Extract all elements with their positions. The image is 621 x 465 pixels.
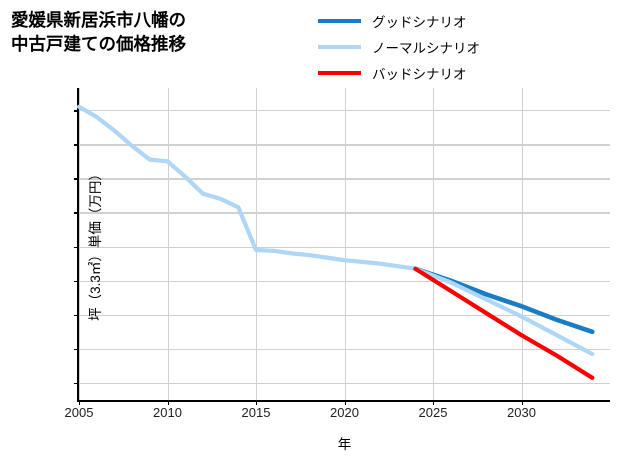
x-tick-mark xyxy=(167,400,169,405)
legend-label-bad: バッドシナリオ xyxy=(372,67,467,82)
x-tick-mark xyxy=(79,400,81,405)
x-tick-label: 2030 xyxy=(507,405,536,420)
gridline-vertical xyxy=(79,88,81,400)
series-line-good xyxy=(76,104,595,357)
x-tick-label: 2005 xyxy=(64,405,94,420)
gridline-vertical xyxy=(521,88,523,400)
x-tick-label: 2025 xyxy=(418,405,448,420)
chart-legend: グッドシナリオ ノーマルシナリオ バッドシナリオ xyxy=(318,8,528,86)
y-axis-title: 坪（3.3㎡）単価（万円） xyxy=(87,167,103,321)
legend-swatch-normal xyxy=(318,45,361,49)
gridline-vertical xyxy=(433,88,435,400)
gridline-vertical xyxy=(344,88,346,400)
series-line-bad xyxy=(413,266,595,380)
x-tick-mark xyxy=(256,400,258,405)
legend-item-bad: バッドシナリオ xyxy=(318,60,528,86)
x-tick-label: 2010 xyxy=(153,405,182,420)
legend-item-good: グッドシナリオ xyxy=(318,8,528,34)
y-tick-mark xyxy=(74,348,79,351)
series-lines xyxy=(76,104,595,380)
y-tick-mark xyxy=(74,280,79,283)
x-tick-mark xyxy=(344,400,346,405)
y-tick-mark xyxy=(74,178,79,180)
gridline-vertical xyxy=(167,88,169,400)
gridlines xyxy=(79,88,610,400)
chart-title: 愛媛県新居浜市八幡の 中古戸建ての価格推移 xyxy=(11,10,186,55)
legend-swatch-bad xyxy=(318,71,361,75)
x-tick-label: 2020 xyxy=(330,405,359,420)
y-tick-mark xyxy=(74,246,79,248)
x-tick-mark xyxy=(521,400,523,405)
y-tick-mark xyxy=(74,314,79,317)
plot-area: 1214161820222426282005201020152020202520… xyxy=(65,88,610,452)
x-axis-title: 年 xyxy=(337,437,352,452)
y-tick-mark xyxy=(74,212,79,214)
x-tick-mark xyxy=(433,400,435,405)
x-tick-label: 2015 xyxy=(241,405,271,420)
y-tick-mark xyxy=(74,144,79,146)
legend-label-good: グッドシナリオ xyxy=(372,15,467,30)
legend-label-normal: ノーマルシナリオ xyxy=(372,41,480,56)
legend-item-normal: ノーマルシナリオ xyxy=(318,34,528,60)
gridline-vertical xyxy=(256,88,258,400)
y-tick-mark xyxy=(74,110,79,112)
legend-swatch-good xyxy=(318,19,361,23)
y-tick-mark xyxy=(74,382,79,385)
